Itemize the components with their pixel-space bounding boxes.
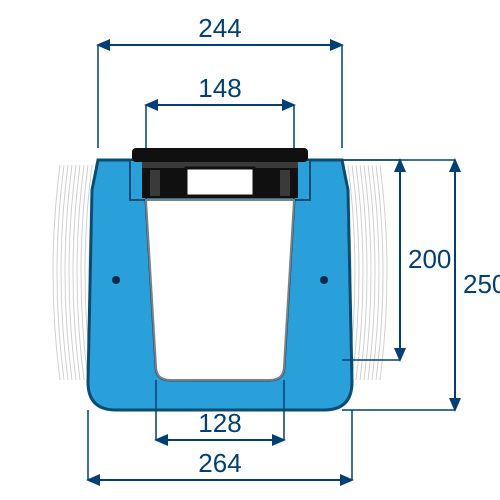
channel-cavity <box>146 200 294 380</box>
dim-250: 250 <box>463 269 500 299</box>
dim-200: 200 <box>408 244 451 274</box>
grate-top <box>132 148 308 162</box>
dim-148: 148 <box>198 73 241 103</box>
section-drawing: 244 148 200 250 128 264 <box>0 0 500 500</box>
dim-244: 244 <box>198 13 241 43</box>
dim-264: 264 <box>198 448 241 478</box>
dim-128: 128 <box>198 408 241 438</box>
